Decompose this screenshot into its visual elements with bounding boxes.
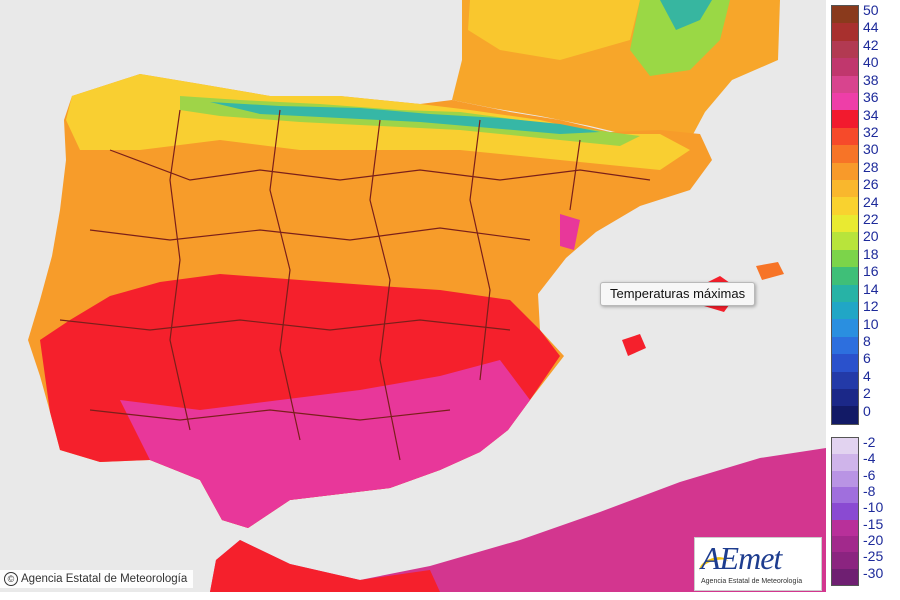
aemet-logo: AEmet Agencia Estatal de Meteorología <box>694 537 822 591</box>
north-africa-hot-zone <box>210 540 440 592</box>
logo-mark: AEmet <box>701 540 782 576</box>
map-title-tooltip: Temperaturas máximas <box>600 282 756 306</box>
legend-color-band <box>832 58 858 76</box>
legend-tick-label: 44 <box>863 19 879 36</box>
legend-tick-label: 22 <box>863 211 879 227</box>
legend-color-band <box>832 319 858 337</box>
legend-tick-label: 34 <box>863 106 879 123</box>
copyright-icon: © <box>4 572 18 586</box>
legend-tick-label: -10 <box>863 499 884 516</box>
legend-color-band <box>832 406 858 424</box>
legend-tick-label: 8 <box>863 332 871 349</box>
temperature-legend: 50 44 42 40 38 36 34 32 30 28 26 24 22 20 18 16 14 12 10 8 6… <box>827 0 900 600</box>
legend-tick-label: 4 <box>863 367 871 384</box>
valencia-hot-spot <box>560 214 580 250</box>
legend-color-band <box>832 301 858 320</box>
legend-tick-label: 36 <box>863 89 879 106</box>
legend-tick-label: 2 <box>863 385 871 402</box>
ibiza-island <box>622 334 646 356</box>
legend-tick-label: 6 <box>863 350 871 367</box>
legend-color-band <box>832 110 858 128</box>
legend-color-band <box>832 336 858 355</box>
legend-tick-label: 38 <box>863 71 879 88</box>
legend-tick-label: -20 <box>863 532 884 548</box>
very-hot-zone <box>120 360 530 528</box>
north-africa-region <box>210 448 826 592</box>
legend-tick-label: 32 <box>863 123 879 140</box>
legend-color-band <box>832 568 858 585</box>
map-graphic <box>28 0 826 592</box>
legend-color-band <box>832 127 858 146</box>
legend-tick-label: -2 <box>863 434 876 450</box>
legend-color-band <box>832 145 858 163</box>
legend-tick-label: 14 <box>863 280 879 297</box>
legend-tick-label: 26 <box>863 176 879 193</box>
legend-tick-label: 42 <box>863 36 879 53</box>
menorca-island <box>756 262 784 280</box>
legend-tick-label: 12 <box>863 298 879 315</box>
legend-color-band <box>832 552 858 569</box>
legend-color-band <box>832 388 858 407</box>
legend-color-band <box>832 454 858 471</box>
legend-tick-label: -15 <box>863 515 884 532</box>
legend-tick-label: -30 <box>863 564 884 581</box>
province-borders <box>59 109 651 461</box>
legend-tick-label: 24 <box>863 193 879 210</box>
legend-color-band <box>832 180 858 198</box>
legend-color-band <box>832 6 858 24</box>
legend-color-band <box>832 486 858 504</box>
legend-tick-label: 18 <box>863 245 879 262</box>
alps-cool-zone <box>630 0 730 76</box>
temperature-map: Temperaturas máximas © Agencia Estatal de… <box>0 0 826 592</box>
legend-color-band <box>832 371 858 389</box>
legend-tick-label: 16 <box>863 263 879 280</box>
legend-color-band <box>832 535 858 553</box>
alps-cold-zone <box>660 0 712 30</box>
legend-color-band <box>832 470 858 487</box>
legend-tick-label: -6 <box>863 466 876 483</box>
legend-color-band <box>832 249 858 268</box>
legend-tick-label: -25 <box>863 548 884 565</box>
legend-color-band <box>832 519 858 536</box>
cantabrian-cold-band <box>210 102 600 134</box>
legend-negative-bar <box>831 437 859 586</box>
legend-tick-label: 10 <box>863 315 879 332</box>
legend-color-band <box>832 232 858 250</box>
legend-tick-label: 20 <box>863 228 879 245</box>
legend-tick-label: 0 <box>863 402 871 419</box>
legend-color-band <box>832 503 858 520</box>
credit-text: Agencia Estatal de Meteorología <box>21 573 188 585</box>
legend-positive-bar <box>831 5 859 425</box>
legend-tick-label: 50 <box>863 2 879 18</box>
france-yellow-zone <box>468 0 640 60</box>
credit-label: © Agencia Estatal de Meteorología <box>0 570 194 588</box>
legend-tick-label: -4 <box>863 450 876 467</box>
legend-tick-label: 30 <box>863 141 879 158</box>
legend-color-band <box>832 354 858 372</box>
legend-tick-label: 40 <box>863 54 879 71</box>
legend-tick-label: 28 <box>863 158 879 175</box>
legend-color-band <box>832 75 858 94</box>
legend-color-band <box>832 214 858 233</box>
legend-color-band <box>832 197 858 215</box>
legend-color-band <box>832 23 858 41</box>
legend-color-band <box>832 438 858 455</box>
legend-color-band <box>832 162 858 181</box>
legend-tick-label: -8 <box>863 483 876 499</box>
legend-color-band <box>832 267 858 285</box>
legend-color-band <box>832 40 858 59</box>
legend-color-band <box>832 284 858 302</box>
logo-subtitle: Agencia Estatal de Meteorología <box>701 578 803 585</box>
legend-color-band <box>832 93 858 111</box>
